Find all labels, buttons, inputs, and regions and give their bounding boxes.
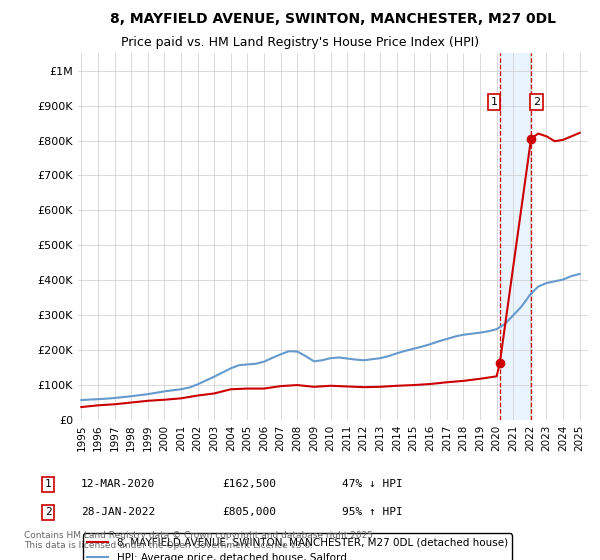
Text: Contains HM Land Registry data © Crown copyright and database right 2025.
This d: Contains HM Land Registry data © Crown c… xyxy=(24,530,376,550)
Text: 2: 2 xyxy=(533,97,541,107)
Text: Price paid vs. HM Land Registry's House Price Index (HPI): Price paid vs. HM Land Registry's House … xyxy=(121,36,479,49)
Text: 1: 1 xyxy=(490,97,497,107)
Text: 28-JAN-2022: 28-JAN-2022 xyxy=(81,507,155,517)
Text: £162,500: £162,500 xyxy=(222,479,276,489)
Title: 8, MAYFIELD AVENUE, SWINTON, MANCHESTER, M27 0DL: 8, MAYFIELD AVENUE, SWINTON, MANCHESTER,… xyxy=(110,12,556,26)
Text: 12-MAR-2020: 12-MAR-2020 xyxy=(81,479,155,489)
Text: 47% ↓ HPI: 47% ↓ HPI xyxy=(342,479,403,489)
Text: 95% ↑ HPI: 95% ↑ HPI xyxy=(342,507,403,517)
Legend: 8, MAYFIELD AVENUE, SWINTON, MANCHESTER, M27 0DL (detached house), HPI: Average : 8, MAYFIELD AVENUE, SWINTON, MANCHESTER,… xyxy=(83,534,512,560)
Text: 1: 1 xyxy=(44,479,52,489)
Text: £805,000: £805,000 xyxy=(222,507,276,517)
Bar xyxy=(500,53,531,420)
Text: 2: 2 xyxy=(44,507,52,517)
